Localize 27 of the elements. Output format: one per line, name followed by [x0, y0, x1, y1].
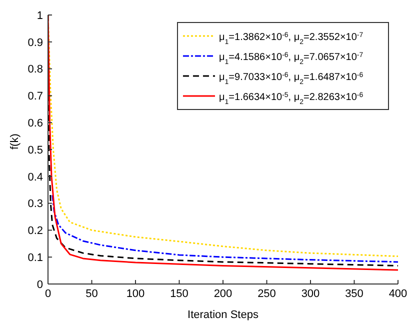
y-tick-label: 0.4 [28, 171, 43, 184]
y-tick-label: 0.5 [28, 144, 43, 156]
y-tick-label: 0.6 [28, 118, 43, 130]
legend-label: μ$_{1}$=1.3862×10$^{-6}$, μ$_{2}$=2.3552×10$^{-7}$ [219, 32, 364, 46]
y-tick-label: 0 [36, 278, 43, 291]
y-tick-label: 0.8 [28, 64, 43, 76]
x-tick-label: 0 [44, 288, 52, 300]
y-axis-title: f(k) [8, 134, 21, 150]
legend-label: μ$_{1}$=1.6634×10$^{-5}$, μ$_{2}$=2.8263×10$^{-6}$ [219, 92, 364, 106]
line-series [52, 194, 398, 263]
y-tick-label: 0.9 [28, 36, 43, 49]
legend-label: μ$_{1}$=4.1586×10$^{-6}$, μ$_{2}$=7.0657×10$^{-7}$ [219, 52, 364, 66]
x-tick-label: 100 [126, 288, 145, 300]
y-tick-label: 1 [36, 10, 43, 22]
x-tick-label: 300 [301, 288, 320, 300]
x-tick-label: 50 [86, 288, 98, 300]
y-tick-label: 0.1 [28, 252, 43, 264]
y-tick-label: 0.2 [28, 225, 43, 238]
y-tick-label: 0.3 [28, 198, 43, 210]
y-tick-label: 0.7 [28, 90, 43, 103]
x-tick-label: 150 [170, 288, 188, 300]
x-tick-label: 250 [258, 288, 276, 300]
x-axis-title: Iteration Steps [188, 309, 259, 321]
x-tick-label: 350 [345, 288, 364, 300]
x-tick-label: 400 [388, 288, 408, 300]
legend-label: μ$_{1}$=9.7033×10$^{-6}$, μ$_{2}$=1.6487×10$^{-6}$ [219, 72, 364, 86]
x-tick-label: 200 [214, 288, 232, 300]
